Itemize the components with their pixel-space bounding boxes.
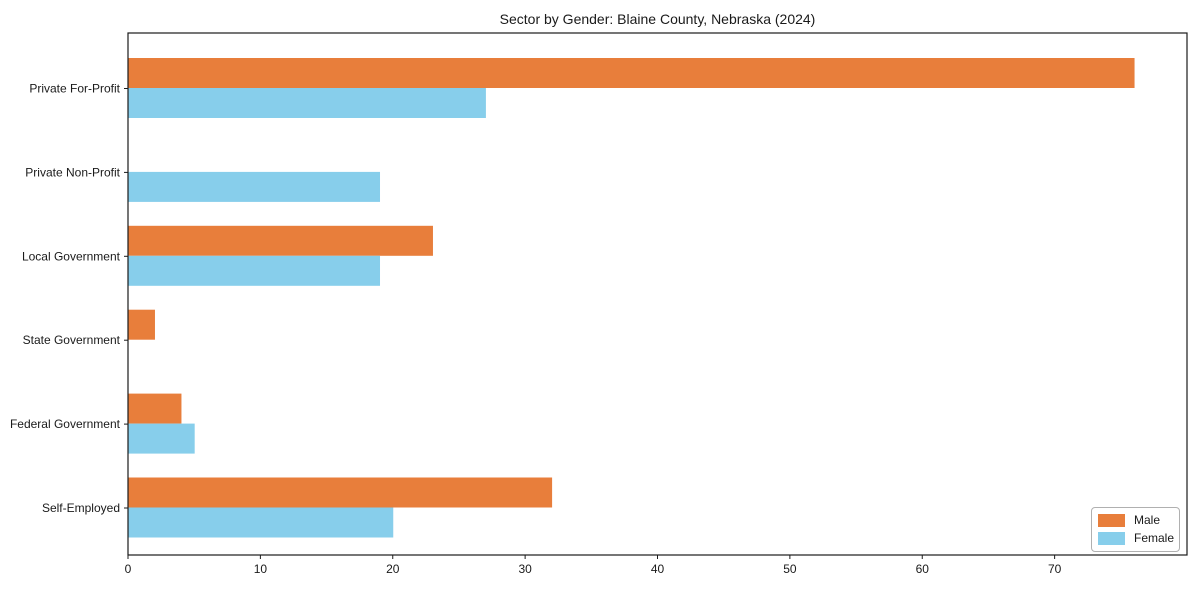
y-tick-label-3: State Government bbox=[23, 333, 121, 347]
y-tick-label-5: Self-Employed bbox=[42, 501, 120, 515]
legend-swatch-male bbox=[1098, 514, 1125, 527]
bar-female-self-employed bbox=[128, 507, 394, 538]
x-tick-label-7: 70 bbox=[1048, 562, 1062, 576]
x-tick-label-3: 30 bbox=[518, 562, 532, 576]
legend-row-female: Female bbox=[1098, 531, 1175, 545]
bar-male-federal-government bbox=[128, 393, 182, 424]
x-tick-label-4: 40 bbox=[651, 562, 665, 576]
bar-female-private-non-profit bbox=[128, 171, 381, 202]
bar-male-local-government bbox=[128, 225, 433, 256]
legend-row-male: Male bbox=[1098, 514, 1172, 527]
bar-male-self-employed bbox=[128, 477, 553, 508]
y-tick-label-2: Local Government bbox=[22, 249, 121, 263]
bar-male-private-for-profit bbox=[128, 58, 1135, 88]
x-tick-label-2: 20 bbox=[386, 562, 400, 576]
legend-swatch-female bbox=[1098, 532, 1125, 545]
y-tick-label-0: Private For-Profit bbox=[29, 82, 120, 96]
y-tick-label-1: Private Non-Profit bbox=[25, 165, 120, 179]
legend-label-female: Female bbox=[1134, 531, 1175, 545]
x-tick-label-6: 60 bbox=[916, 562, 930, 576]
chart-title: Sector by Gender: Blaine County, Nebrask… bbox=[499, 11, 816, 27]
y-tick-label-4: Federal Government bbox=[10, 417, 121, 431]
x-tick-label-0: 0 bbox=[125, 562, 132, 576]
x-tick-label-1: 10 bbox=[254, 562, 268, 576]
x-tick-label-5: 50 bbox=[783, 562, 797, 576]
legend: Male Female bbox=[1091, 507, 1180, 552]
bar-male-state-government bbox=[128, 309, 155, 340]
legend-label-male: Male bbox=[1134, 513, 1161, 527]
bar-female-federal-government bbox=[128, 423, 195, 454]
bar-female-private-for-profit bbox=[128, 88, 486, 118]
bar-female-local-government bbox=[128, 255, 381, 286]
